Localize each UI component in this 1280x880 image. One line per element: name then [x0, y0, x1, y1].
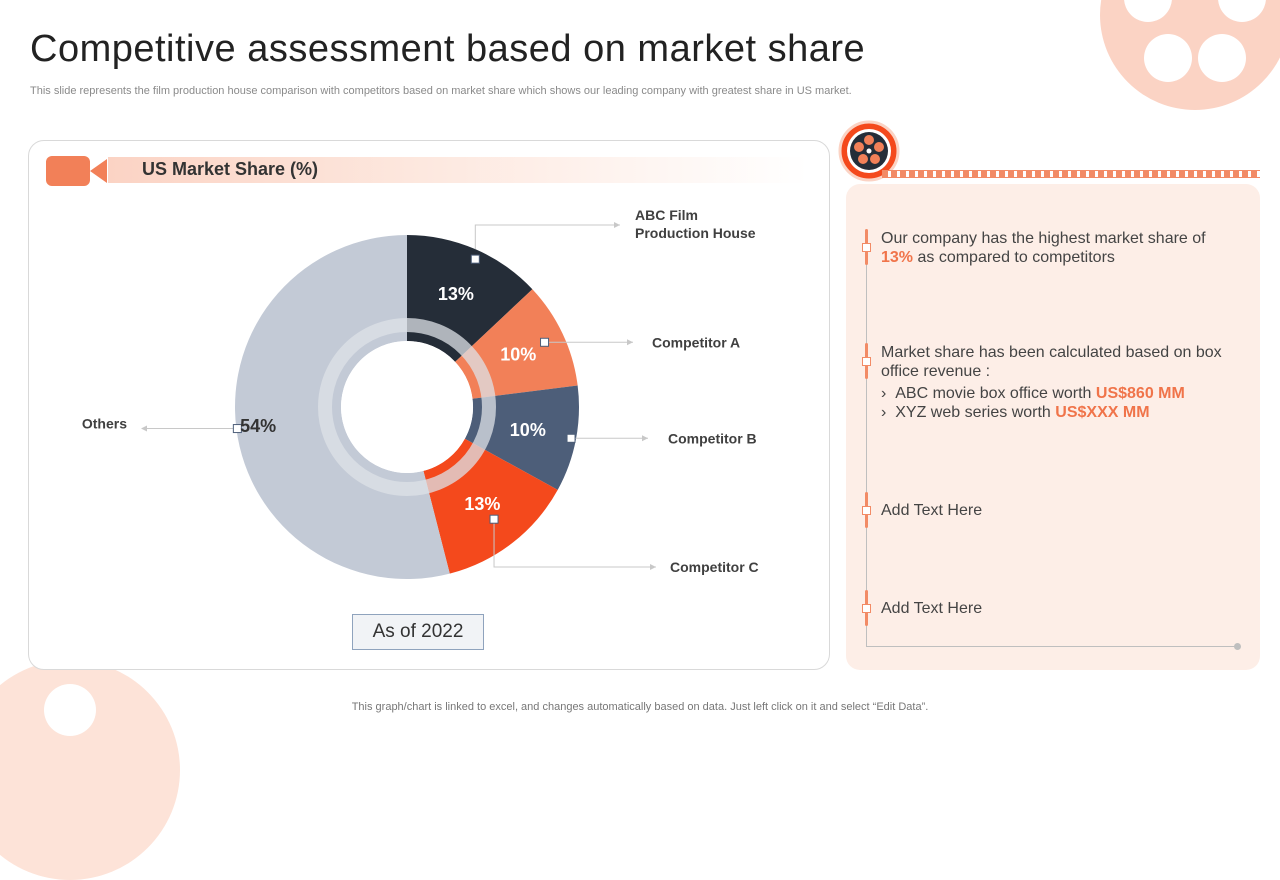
value-label: 54% — [240, 416, 276, 436]
insight-point-4[interactable]: Add Text Here — [881, 600, 983, 617]
sub-item: › ABC movie box office worth US$860 MM — [881, 384, 1231, 403]
decorative-reel-icon — [0, 660, 180, 880]
insight-point-2: Market share has been calculated based o… — [881, 343, 1231, 422]
donut-hole — [341, 341, 473, 473]
value-label: 13% — [438, 284, 474, 304]
value-label: 10% — [500, 345, 536, 365]
sub-item: › XYZ web series worth US$XXX MM — [881, 403, 1231, 422]
chevron-right-icon: › — [881, 404, 887, 421]
leader-anchor — [470, 254, 480, 264]
donut-chart[interactable]: 13% 10% 10% 13% 54% ABC Film Production House… — [28, 195, 808, 605]
insight-text: Our company has the highest market share… — [881, 230, 1206, 247]
leader-arrow — [650, 564, 656, 570]
value-label: 10% — [510, 420, 546, 440]
category-label: ABC Film — [635, 207, 698, 223]
timeline-marker — [862, 492, 871, 528]
leader-line — [474, 224, 620, 250]
insight-text: as compared to competitors — [913, 249, 1115, 266]
sub-item-text: XYZ web series worth — [895, 404, 1056, 421]
page-subtitle: This slide represents the film productio… — [30, 85, 852, 97]
film-reel-icon — [838, 120, 900, 182]
highlight-value: US$860 MM — [1095, 385, 1185, 402]
film-strip-divider — [882, 170, 1260, 178]
category-label: Competitor C — [670, 559, 759, 575]
category-label: Competitor B — [668, 430, 757, 446]
leader-anchor — [540, 337, 550, 347]
leader-anchor — [232, 424, 242, 434]
insights-panel — [846, 184, 1260, 670]
leader-line — [493, 519, 656, 568]
value-label: 13% — [464, 494, 500, 514]
timeline-end-dot — [1234, 643, 1241, 650]
timeline-marker — [862, 343, 871, 379]
chart-header: US Market Share (%) — [46, 155, 826, 187]
as-of-label: As of 2022 — [352, 614, 484, 650]
leader-arrow — [627, 339, 633, 346]
leader-anchor — [489, 514, 499, 524]
highlight-value: 13% — [881, 249, 914, 266]
timeline-baseline — [866, 646, 1238, 647]
category-label: Competitor A — [652, 334, 740, 350]
leader-anchor — [566, 433, 576, 443]
page-title: Competitive assessment based on market s… — [30, 28, 866, 70]
insight-point-1: Our company has the highest market share… — [881, 229, 1231, 267]
header-strip — [108, 157, 808, 183]
highlight-value: US$XXX MM — [1055, 404, 1150, 421]
insight-text: Market share has been calculated based o… — [881, 344, 1222, 380]
leader-arrow — [642, 435, 648, 442]
insight-point-3[interactable]: Add Text Here — [881, 502, 983, 519]
timeline-marker — [862, 229, 871, 265]
timeline-marker — [862, 590, 871, 626]
leader-arrow — [614, 222, 620, 228]
camera-icon — [46, 156, 107, 186]
footer-note: This graph/chart is linked to excel, and… — [351, 701, 929, 713]
category-label: Production House — [635, 225, 756, 241]
inner-ring — [318, 318, 496, 496]
leader-arrow — [141, 425, 147, 432]
timeline-line — [866, 230, 867, 647]
category-label: Others — [82, 416, 127, 432]
chevron-right-icon: › — [881, 385, 887, 402]
decorative-reel-icon — [1100, 0, 1280, 110]
sub-item-text: ABC movie box office worth — [895, 385, 1096, 402]
chart-title: US Market Share (%) — [142, 159, 319, 179]
